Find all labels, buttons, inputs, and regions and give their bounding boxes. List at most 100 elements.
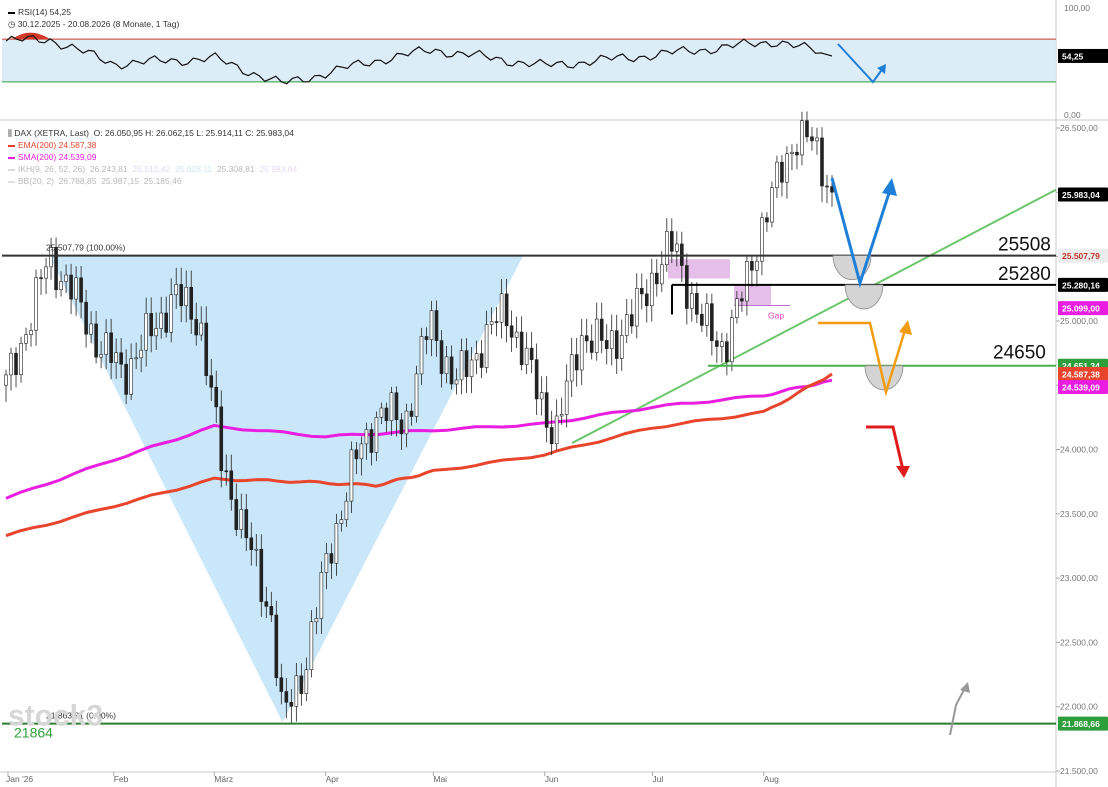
ema200-line [5,372,833,538]
sma-legend: SMA(200) 24.539,09 [8,152,96,162]
candle [144,313,148,351]
candle [104,332,108,355]
candle [59,281,63,291]
candle [409,410,414,417]
candle [755,260,759,271]
candle [584,335,589,342]
price-badge-text: 21.868,66 [1062,719,1100,729]
resistance-zone [668,259,730,279]
candle [765,217,769,223]
candle [735,298,739,318]
candle [79,277,83,303]
candle [29,330,33,335]
candle [244,509,249,539]
candle [604,340,609,349]
y-axis-label: 21.500,00 [1060,766,1098,776]
fib-label-low: 21.863,81 (0.00%) [46,711,116,721]
rsi-value-badge [1058,48,1108,63]
candle [204,322,209,376]
candle [639,287,644,295]
candle [309,621,314,670]
candle [19,343,23,376]
rsi-value: 54,25 [49,7,71,17]
price-badge [1058,277,1108,292]
instrument-name: DAX (XETRA, Last) [14,128,89,138]
candle [469,359,474,377]
candle [339,519,344,524]
candle [624,314,629,336]
scenario-primary-path [830,177,892,289]
y-axis-label: 24.000,00 [1060,445,1098,455]
candle [264,601,269,607]
y-axis-label: 23.000,00 [1060,573,1098,583]
candle [319,572,324,619]
candle [790,151,794,155]
x-axis-label: Apr [326,774,339,784]
candle [795,151,799,156]
ema-value: 24.587,38 [58,140,97,150]
candle [589,340,594,353]
candle [9,352,13,376]
candle [760,217,764,262]
candle [710,303,714,341]
candle [274,614,279,679]
candle [544,392,549,428]
candle [4,374,8,386]
candle [234,499,239,530]
candle [134,357,138,360]
clock-icon: ◷ [8,19,16,29]
candle [700,314,704,326]
scenario-down-arrowhead-icon [896,466,910,478]
candle [239,509,244,530]
candle [549,427,554,445]
candle [399,419,404,435]
candle [619,335,624,359]
level-label-25280: 25280 [998,264,1051,285]
candle [164,312,168,333]
candle [720,341,724,347]
ikh-value: 25.512,42 [132,164,171,174]
candle [690,293,694,309]
candle [514,331,519,338]
candle [459,350,464,381]
candle [334,523,339,564]
price-badge-text: 25.983,04 [1062,190,1100,200]
candle [434,310,439,341]
price-badge-text: 24.651,34 [1062,361,1100,371]
candle [394,392,399,421]
candle [374,417,379,453]
candle [730,317,734,363]
x-axis-label: März [214,774,233,784]
candle [214,386,219,408]
candle [685,265,689,309]
candle [354,449,359,460]
ikh-legend: IKH(9, 26, 52, 26) 26.243,81 25.512,42 2… [8,164,297,174]
ema-swatch-icon [8,144,15,147]
long-term-arrowhead-icon [960,682,970,693]
candle [209,375,214,388]
scenario-down-path [866,425,905,471]
y-axis-label: 25.000,00 [1060,316,1098,326]
x-axis-label: Mai [433,774,447,784]
candle [194,319,199,336]
candle [489,321,494,325]
candle [384,407,389,421]
candle [529,347,534,360]
candle [314,618,319,623]
rsi-legend: RSI(14) 54,25 [8,7,71,17]
ikh-value: 26.243,81 [89,164,128,174]
candle [329,553,334,564]
candle [770,187,774,223]
candle [259,548,264,602]
rsi-swatch-icon [8,11,15,14]
candle [559,414,564,417]
candle [349,449,354,502]
candle [594,318,599,353]
fib-label-high: 25.507,79 (100.00%) [46,243,126,253]
candle [439,340,444,374]
candle [49,246,53,268]
y-axis-label: 22.500,00 [1060,637,1098,647]
ikh-value: 25.983,04 [259,164,298,174]
candle [629,314,634,327]
